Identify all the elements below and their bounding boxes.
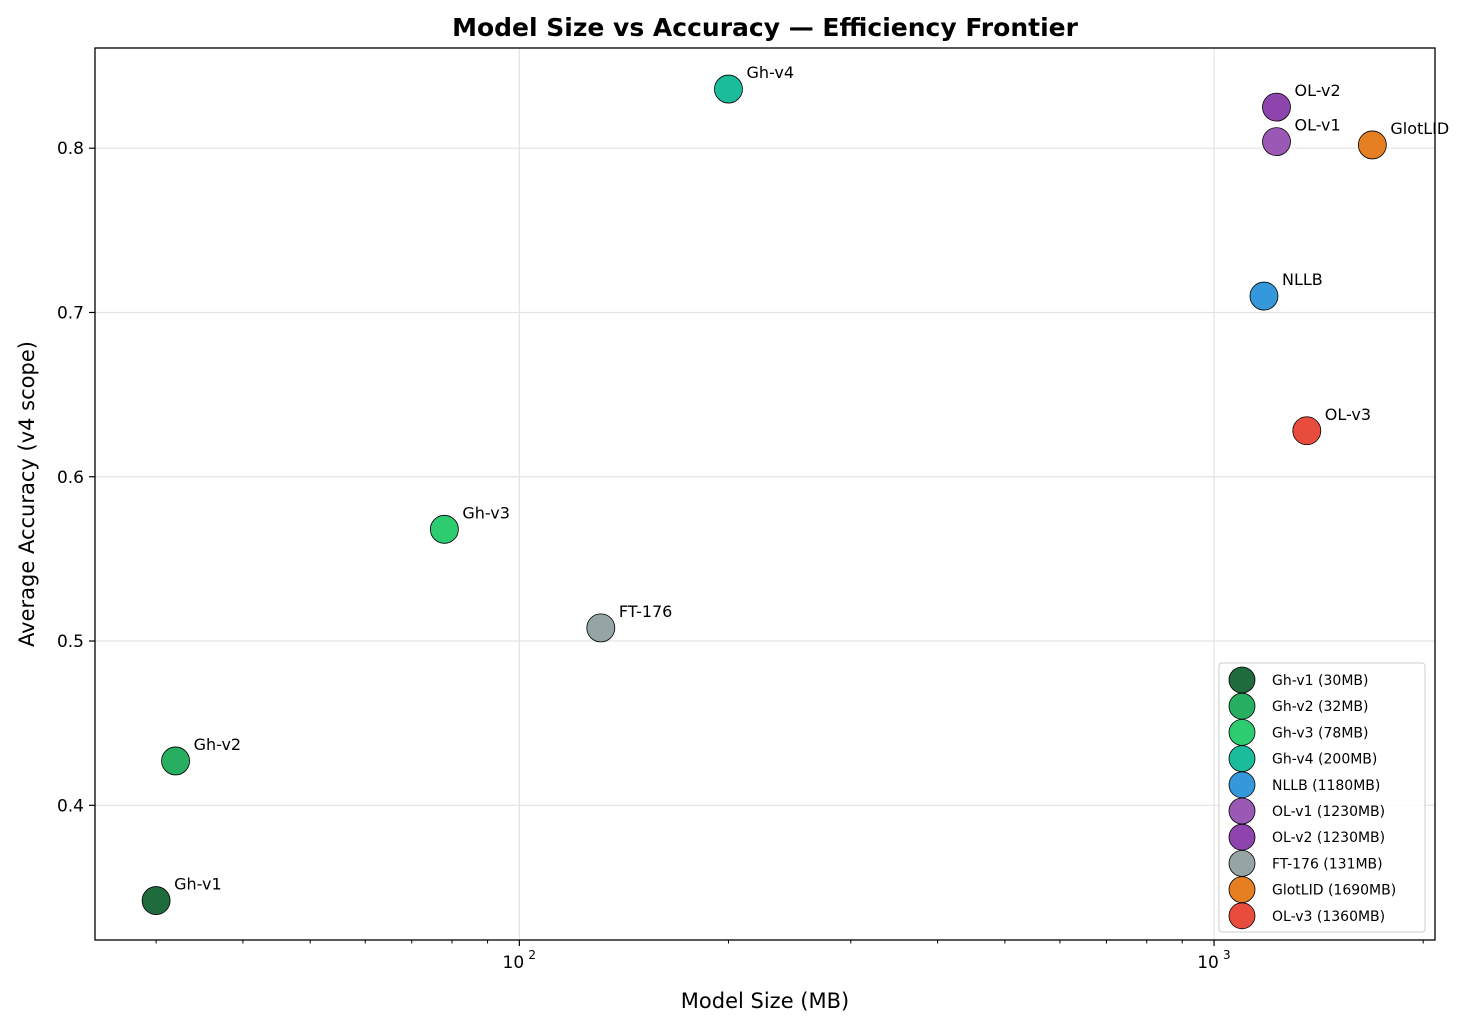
axes: 0.40.50.60.70.810 2 10 3 <box>57 139 1424 973</box>
y-tick-label: 0.8 <box>57 139 84 159</box>
grid <box>95 48 1435 940</box>
legend-entry: OL-v1 (1230MB) <box>1272 804 1385 820</box>
legend-marker <box>1228 666 1256 694</box>
chart-title: Model Size vs Accuracy — Efficiency Fron… <box>452 13 1079 42</box>
point-label: Gh-v1 <box>174 875 222 894</box>
data-point <box>1292 416 1322 446</box>
x-axis-label: Model Size (MB) <box>681 989 849 1013</box>
legend-marker <box>1228 719 1256 746</box>
point-label: FT-176 <box>619 602 673 621</box>
legend-box <box>1218 662 1426 933</box>
data-point <box>429 514 459 544</box>
data-point <box>714 74 743 104</box>
data-point <box>1357 130 1387 160</box>
point-label: OL-v3 <box>1325 405 1371 424</box>
legend-entry: Gh-v3 (78MB) <box>1272 725 1368 741</box>
data-point <box>161 746 190 776</box>
data-points: Gh-v1 Gh-v2 Gh-v3 Gh-v4 NLLB OL-v1 OL-v2 FT-176… <box>141 63 1449 915</box>
point-label: OL-v2 <box>1294 81 1340 100</box>
plot-frame <box>94 47 1436 941</box>
legend-entry: NLLB (1180MB) <box>1272 778 1380 794</box>
x-tick-exponent: 2 <box>528 948 536 962</box>
legend-marker <box>1228 692 1256 720</box>
point-label: GlotLID <box>1390 119 1449 138</box>
legend-entry: Gh-v4 (200MB) <box>1272 752 1377 768</box>
legend-marker <box>1228 797 1256 825</box>
y-tick-label: 0.6 <box>57 468 84 488</box>
x-tick-label: 10 <box>1197 953 1219 973</box>
y-tick-label: 0.5 <box>57 632 84 652</box>
data-point <box>1249 281 1279 311</box>
data-point <box>1262 92 1291 122</box>
data-point <box>141 886 171 915</box>
point-label: Gh-v3 <box>462 503 510 522</box>
x-tick-exponent: 3 <box>1223 948 1231 962</box>
legend-marker <box>1228 745 1256 772</box>
legend-entry: Gh-v2 (32MB) <box>1272 699 1368 715</box>
legend-entry: GlotLID (1690MB) <box>1272 883 1396 899</box>
point-label: Gh-v4 <box>746 63 794 82</box>
point-label: OL-v1 <box>1294 116 1340 135</box>
legend-marker <box>1228 902 1256 930</box>
legend-entry: FT-176 (131MB) <box>1272 856 1383 872</box>
data-point <box>1262 127 1291 157</box>
legend-marker <box>1228 823 1256 851</box>
y-axis-label: Average Accuracy (v4 scope) <box>15 341 39 647</box>
x-tick-label: 10 <box>503 953 525 973</box>
point-label: NLLB <box>1282 270 1323 289</box>
legend-entry: Gh-v1 (30MB) <box>1272 673 1368 689</box>
legend-marker <box>1228 876 1256 903</box>
legend-marker <box>1228 771 1256 799</box>
y-tick-label: 0.7 <box>57 303 84 323</box>
y-tick-label: 0.4 <box>57 796 84 816</box>
legend: Gh-v1 (30MB) Gh-v2 (32MB) Gh-v3 (78MB) Gh-v… <box>1218 662 1426 933</box>
data-point <box>586 613 616 643</box>
point-label: Gh-v2 <box>194 735 242 754</box>
legend-entry: OL-v2 (1230MB) <box>1272 830 1385 846</box>
legend-marker <box>1228 850 1256 877</box>
legend-entry: OL-v3 (1360MB) <box>1272 909 1385 925</box>
